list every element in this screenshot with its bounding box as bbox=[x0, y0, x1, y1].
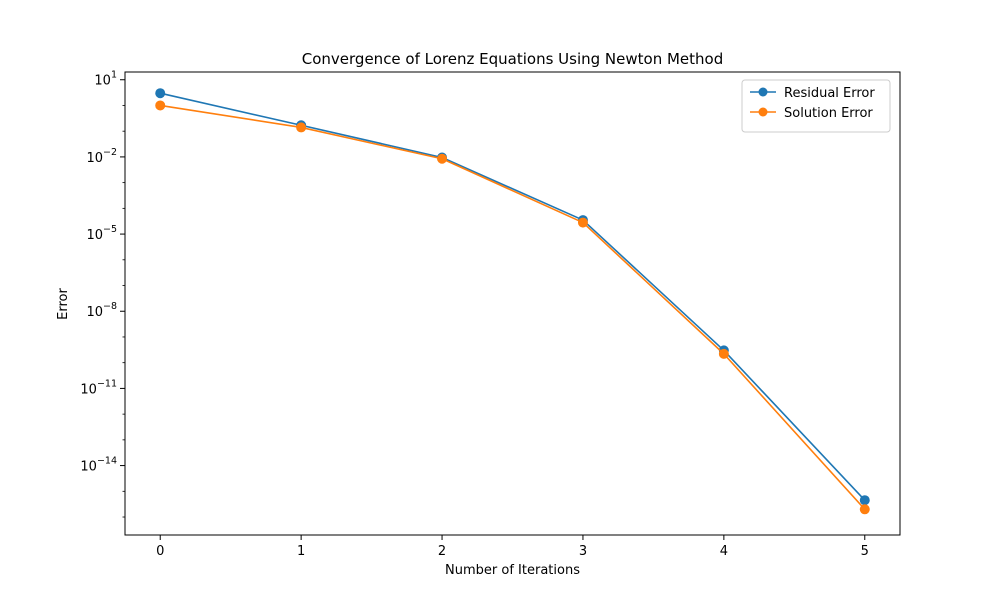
series-line-2 bbox=[160, 104, 866, 510]
y-tick-label: 10−5 bbox=[86, 224, 117, 243]
data-point bbox=[577, 217, 588, 228]
data-point bbox=[155, 100, 166, 111]
plot-frame bbox=[124, 71, 901, 536]
legend-box bbox=[741, 79, 891, 133]
series-line-1 bbox=[160, 92, 866, 501]
data-point bbox=[718, 348, 729, 359]
plot-area: 0 1 2 3 4 5 101 10−2 10−5 10−8 10−11 10−14 bbox=[80, 70, 901, 559]
y-axis-label: Error bbox=[56, 288, 71, 320]
legend-label-1: Residual Error bbox=[784, 86, 875, 101]
legend-label-2: Solution Error bbox=[784, 106, 873, 121]
y-tick-label: 10−2 bbox=[86, 147, 117, 166]
x-tick-label: 0 bbox=[156, 544, 164, 559]
x-tick-label: 1 bbox=[297, 544, 305, 559]
x-tick-label: 3 bbox=[579, 544, 587, 559]
data-point bbox=[437, 153, 448, 164]
x-axis-label: Number of Iterations bbox=[445, 563, 580, 578]
y-tick-label: 10−8 bbox=[86, 301, 117, 320]
y-tick-label: 10−14 bbox=[80, 456, 117, 475]
x-tick-label: 4 bbox=[720, 544, 728, 559]
chart-title: Convergence of Lorenz Equations Using Ne… bbox=[302, 50, 723, 68]
legend-marker-1 bbox=[758, 87, 768, 97]
data-point bbox=[859, 495, 870, 506]
x-tick-label: 2 bbox=[438, 544, 446, 559]
y-tick-label: 10−11 bbox=[80, 378, 117, 397]
data-point bbox=[859, 504, 870, 515]
x-tick-label: 5 bbox=[861, 544, 869, 559]
y-tick-label: 101 bbox=[94, 70, 117, 89]
data-point bbox=[155, 88, 166, 99]
legend-marker-2 bbox=[758, 107, 768, 117]
legend: Residual Error Solution Error bbox=[741, 79, 891, 133]
data-point bbox=[296, 122, 307, 133]
